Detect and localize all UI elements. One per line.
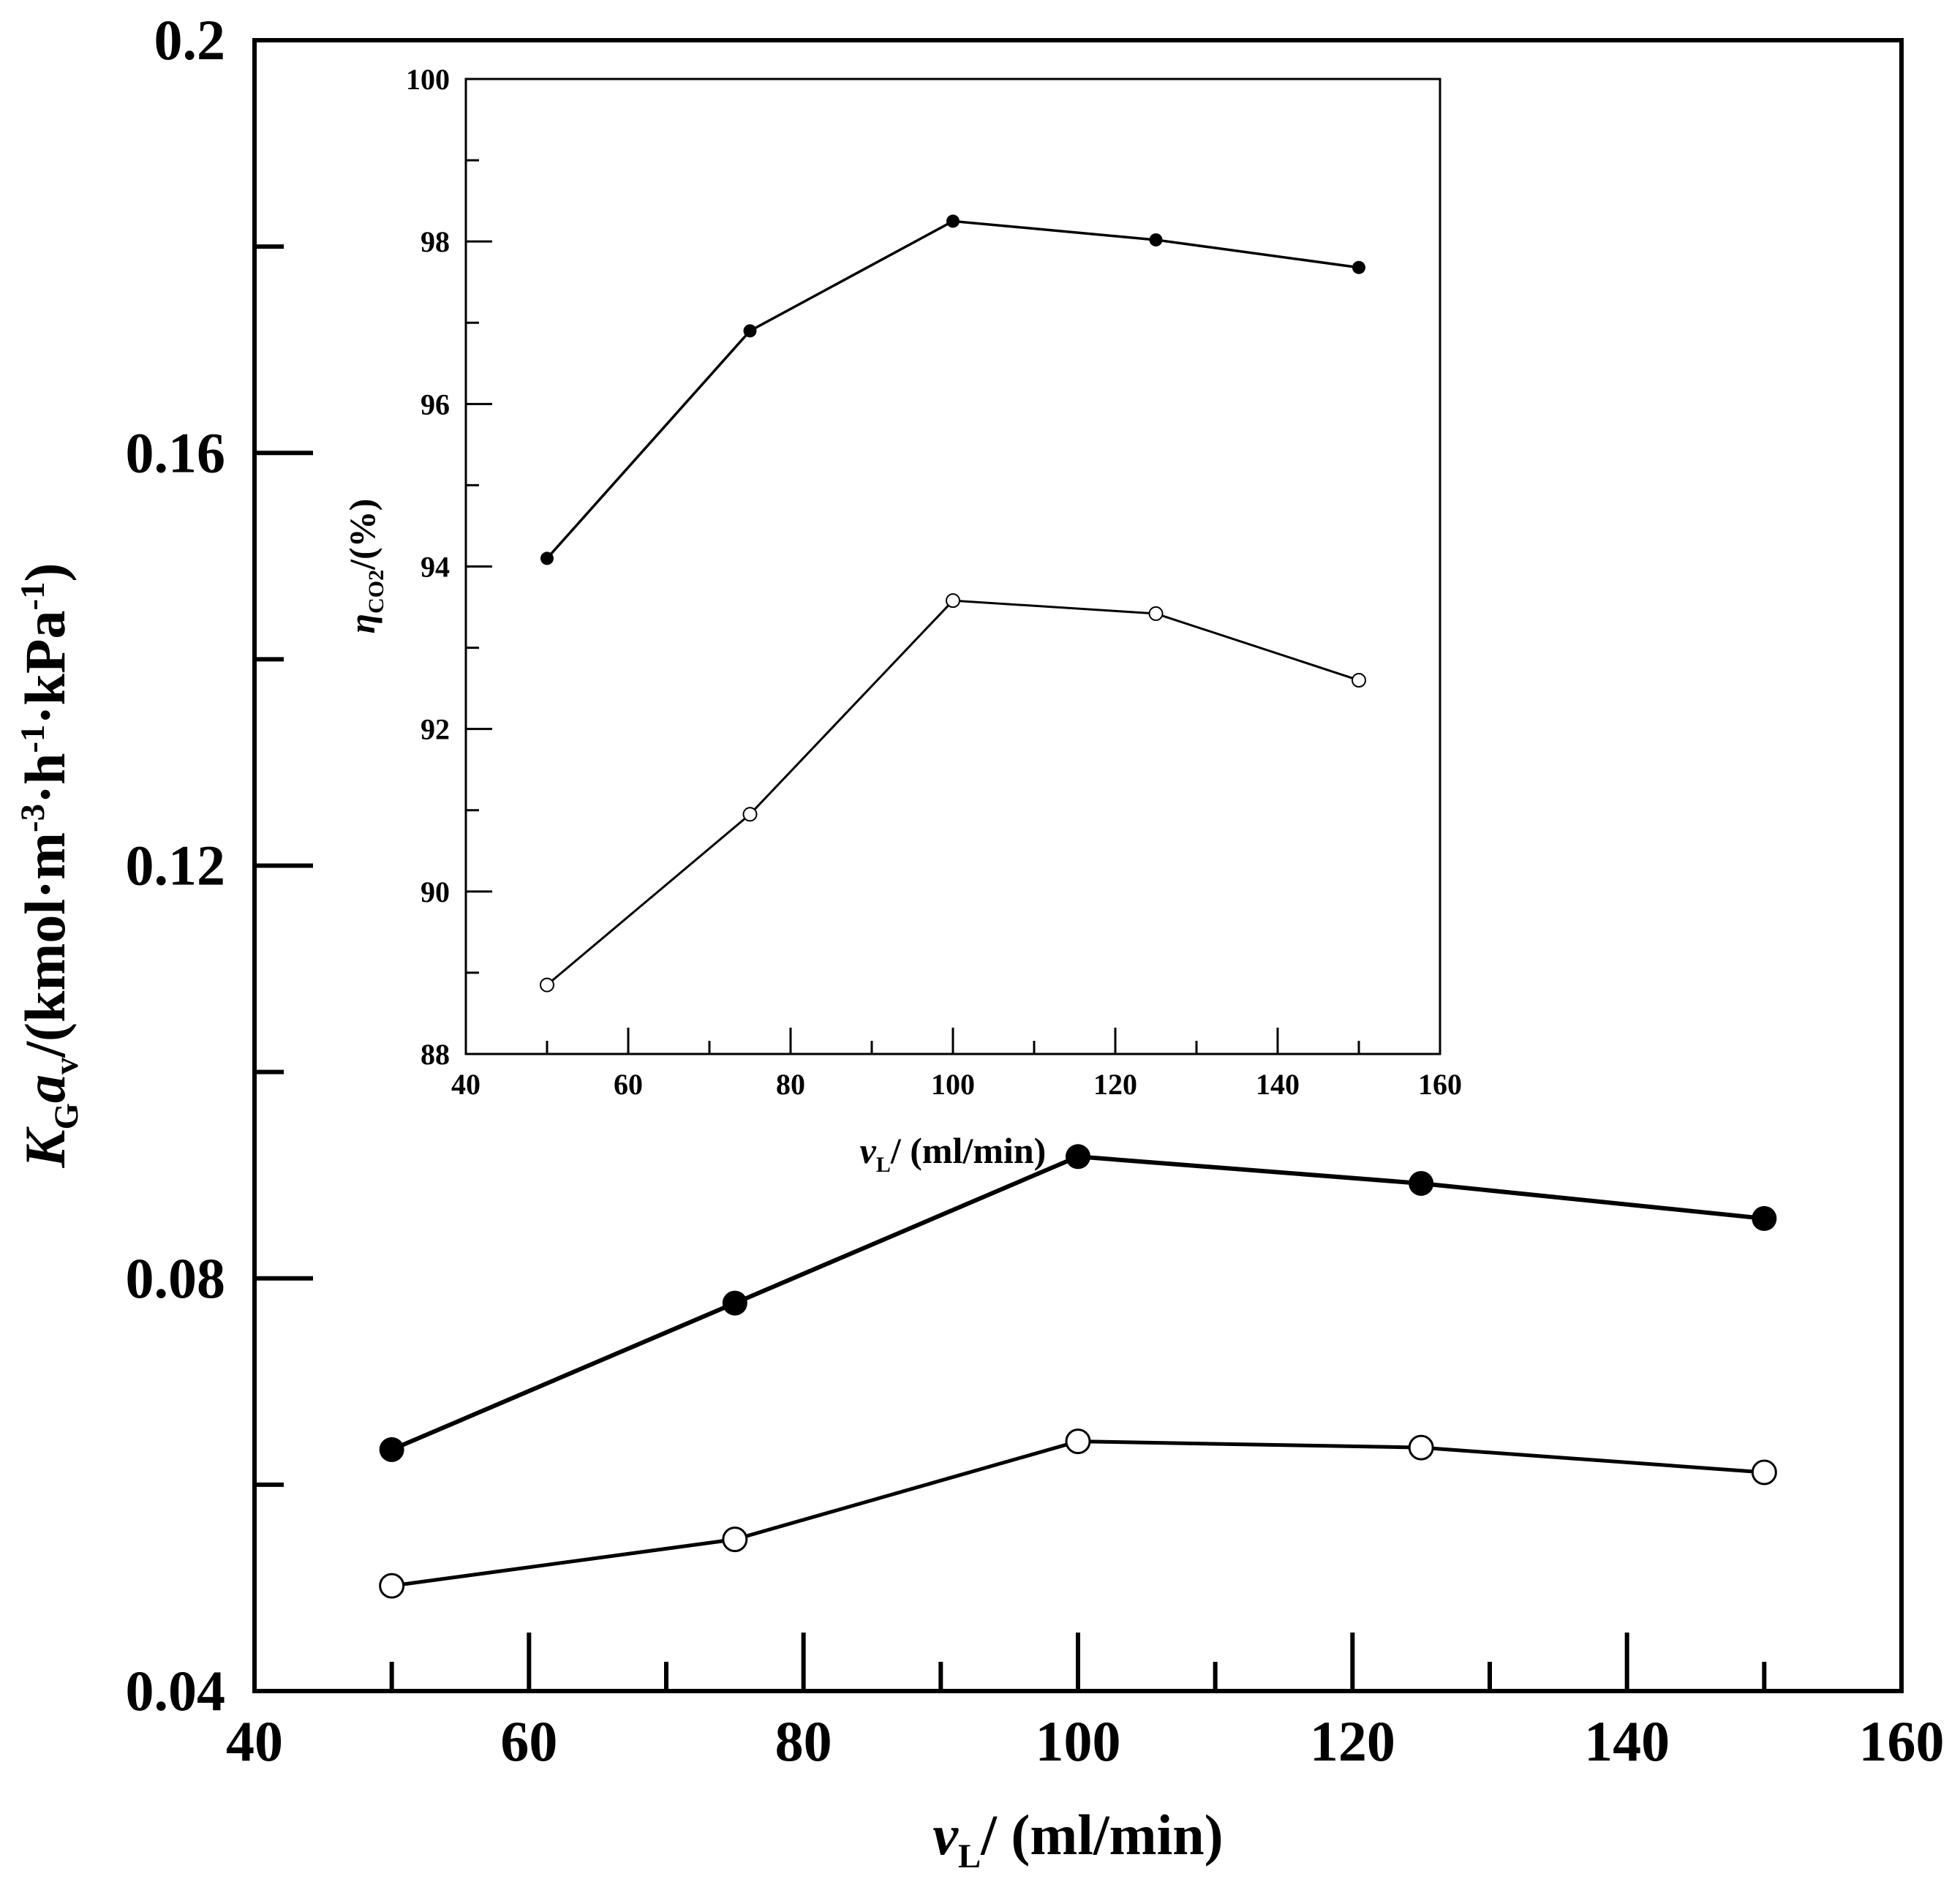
inset-point-open: [946, 593, 960, 609]
main-tick-labels: 40 60 80 100 120 140 160 0.04 0.08 0.12 0.16 0.2: [126, 8, 1945, 1773]
inset-y-tick-label: 100: [406, 63, 450, 96]
inset-series: [540, 214, 1366, 993]
main-point-open: [379, 1573, 405, 1599]
inset-y-tick-label: 92: [421, 713, 450, 746]
inset-point-open: [1148, 606, 1164, 621]
main-point-open: [1065, 1428, 1091, 1455]
inset-point-filled: [1352, 260, 1365, 274]
main-point-filled: [1409, 1170, 1434, 1196]
main-point-filled: [379, 1437, 404, 1462]
main-x-axis-label: vL/ (ml/min): [932, 1803, 1223, 1875]
inset-ticks: [466, 159, 1360, 1054]
inset-x-tick-label: 120: [1093, 1068, 1137, 1101]
inset-point-open: [1352, 673, 1366, 688]
inset-y-tick-label: 90: [421, 876, 450, 908]
inset-x-tick-label: 140: [1256, 1068, 1300, 1101]
inset-x-tick-label: 100: [931, 1068, 975, 1101]
inset-y-tick-label: 96: [421, 388, 450, 421]
inset-point-filled: [1149, 233, 1163, 246]
inset-x-tick-label: 160: [1418, 1068, 1462, 1101]
main-point-filled: [1066, 1144, 1090, 1170]
main-x-tick-label: 80: [775, 1709, 832, 1773]
inset-tick-labels: 40 60 80 100 120 140 160 88 90 92 94 96 98 100: [406, 63, 1462, 1101]
main-x-tick-label: 120: [1310, 1709, 1395, 1773]
main-y-tick-label: 0.16: [126, 421, 226, 484]
inset-x-tick-label: 80: [776, 1068, 805, 1101]
inset-point-open: [742, 807, 758, 822]
inset-x-tick-label: 60: [614, 1068, 643, 1101]
inset-y-tick-label: 94: [421, 551, 450, 584]
main-point-open: [1408, 1434, 1434, 1461]
inset-point-filled: [743, 324, 757, 338]
inset-plot-frame: [464, 78, 1441, 1055]
main-x-tick-label: 140: [1584, 1709, 1670, 1773]
main-point-open: [1751, 1459, 1777, 1486]
main-x-tick-label: 40: [226, 1709, 283, 1773]
inset-point-filled: [540, 551, 554, 565]
inset-point-filled: [946, 214, 960, 228]
main-series: [379, 1144, 1777, 1599]
inset-x-axis-label: vL/ (ml/min): [860, 1130, 1047, 1177]
inset-y-axis-label: ηCO2/(%): [342, 499, 388, 634]
main-y-tick-label: 0.12: [126, 834, 226, 897]
main-y-tick-label: 0.04: [126, 1659, 226, 1723]
main-point-filled: [722, 1290, 747, 1316]
main-ticks: [255, 244, 1767, 1691]
inset-point-open: [540, 977, 554, 993]
main-series-line-filled: [391, 1154, 1765, 1452]
inset-x-tick-label: 40: [451, 1068, 480, 1101]
main-y-axis-label: KGav/(kmol·m-3·h-1·kPa-1): [13, 563, 86, 1169]
main-y-tick-label: 0.2: [154, 8, 226, 72]
main-y-tick-label: 0.08: [126, 1246, 226, 1310]
inset-y-tick-label: 88: [421, 1038, 450, 1071]
main-x-tick-label: 60: [500, 1709, 557, 1773]
main-series-line-open: [391, 1439, 1765, 1588]
inset-y-tick-label: 98: [421, 225, 450, 258]
main-x-tick-label: 160: [1859, 1709, 1945, 1773]
main-point-open: [722, 1526, 748, 1553]
main-x-tick-label: 100: [1036, 1709, 1121, 1773]
main-point-filled: [1752, 1205, 1777, 1231]
